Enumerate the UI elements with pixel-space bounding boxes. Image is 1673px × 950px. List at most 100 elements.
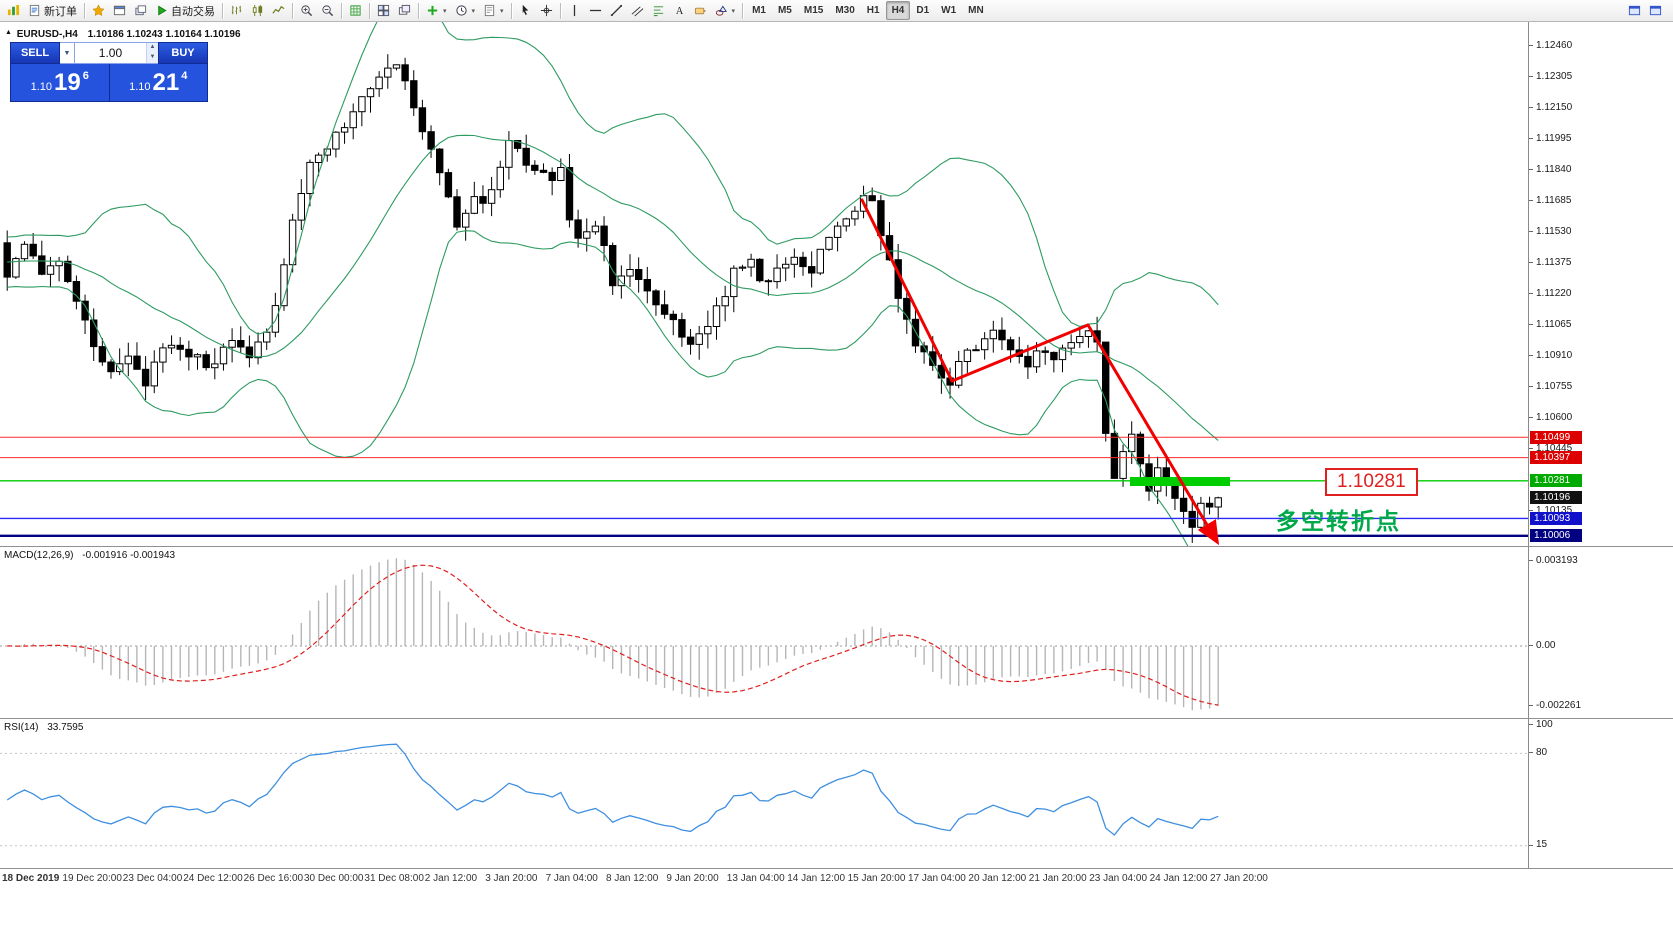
bar-chart-icon[interactable]: [226, 1, 247, 20]
trend-arrow-lines[interactable]: [860, 198, 1220, 546]
time-axis-label: 30 Dec 00:00: [304, 873, 364, 884]
rsi-axis-label: 80: [1536, 746, 1548, 758]
rsi-panel: RSI(14) 33.7595: [0, 719, 1673, 868]
panel-separator[interactable]: [0, 718, 1673, 719]
timeframe-m1-button[interactable]: M1: [752, 5, 766, 16]
price-tag: 1.10093: [1530, 511, 1582, 525]
buy-price[interactable]: 1.10 21 4: [110, 64, 208, 101]
symbol-ohlc: 1.10186 1.10243 1.10164 1.10196: [87, 29, 241, 40]
trendline-icon[interactable]: [606, 1, 627, 20]
bollinger-bands: [7, 22, 1219, 546]
timeframe-mn-button[interactable]: MN: [968, 5, 984, 16]
text-icon[interactable]: A: [669, 1, 690, 20]
time-axis-label: 19 Dec 20:00: [62, 873, 122, 884]
price-axis-label: 1.10755: [1536, 380, 1573, 392]
buy-button[interactable]: BUY: [158, 42, 208, 64]
sell-button[interactable]: SELL: [10, 42, 60, 64]
price-callout[interactable]: 1.10281: [1325, 468, 1418, 496]
bar-chart-icon: [230, 4, 243, 17]
cursor-icon[interactable]: [515, 1, 536, 20]
rsi-value: 33.7595: [47, 722, 84, 733]
favorites-icon[interactable]: [88, 1, 109, 20]
price-axis-label: 1.12150: [1536, 101, 1573, 113]
timeframe-m5-button[interactable]: M5: [777, 5, 792, 16]
fibonacci-icon: [652, 4, 665, 17]
line-chart-icon[interactable]: [268, 1, 289, 20]
candlestick-chart-icon[interactable]: [247, 1, 268, 20]
cursor-icon: [519, 4, 532, 17]
new-order-button[interactable]: 新订单: [24, 1, 81, 20]
crosshair-icon[interactable]: [536, 1, 557, 20]
symbol-marker-icon: ▲: [5, 29, 12, 36]
market-watch-icon[interactable]: [109, 1, 130, 20]
price-chart-canvas[interactable]: [0, 22, 1528, 546]
price-axis-label: 1.11995: [1536, 132, 1572, 144]
time-axis-label: 15 Jan 20:00: [847, 873, 906, 884]
tile-windows-icon[interactable]: [373, 1, 394, 20]
indicators-icon[interactable]: ▾: [422, 1, 451, 20]
lot-increase-button[interactable]: ▲: [146, 43, 158, 53]
app-logo[interactable]: [3, 1, 24, 20]
time-axis-label: 21 Jan 20:00: [1028, 873, 1087, 884]
toolbar-separator: [418, 2, 419, 19]
toolbar-separator: [84, 2, 85, 19]
zoom-in-icon: [300, 4, 313, 17]
vertical-line-icon[interactable]: [564, 1, 585, 20]
time-axis-label: 18 Dec 2019: [2, 873, 60, 884]
navigator-icon[interactable]: [130, 1, 151, 20]
rsi-line: [6, 743, 1219, 836]
grid-icon[interactable]: [345, 1, 366, 20]
horizontal-lines[interactable]: [0, 436, 1528, 537]
lot-decrease-button[interactable]: ▼: [146, 53, 158, 63]
sell-price[interactable]: 1.10 19 6: [11, 64, 109, 101]
text-icon: A: [673, 4, 686, 17]
label-icon[interactable]: [690, 1, 711, 20]
trade-dropdown-button[interactable]: ▼: [60, 42, 75, 64]
periods-icon[interactable]: ▾: [451, 1, 480, 20]
lot-size-input[interactable]: [75, 43, 146, 63]
templates-icon[interactable]: ▾: [479, 1, 508, 20]
timeframe-w1-button[interactable]: W1: [941, 5, 957, 16]
toolbar-separator: [222, 2, 223, 19]
zoom-out-icon[interactable]: [317, 1, 338, 20]
timeframe-m15-button[interactable]: M15: [803, 5, 824, 16]
price-axis-label: 1.11375: [1536, 256, 1572, 268]
trendline-icon: [610, 4, 623, 17]
price-axis-label: 1.11220: [1536, 287, 1572, 299]
time-axis-label: 23 Jan 04:00: [1089, 873, 1148, 884]
cascade-windows-icon[interactable]: [394, 1, 415, 20]
zoom-out-icon: [321, 4, 334, 17]
time-axis-label: 26 Dec 16:00: [243, 873, 304, 884]
timeframe-h1-button[interactable]: H1: [866, 5, 880, 16]
one-click-trading-panel: SELL ▼ ▲ ▼ BUY 1.10 19 6 1.10 21 4: [10, 42, 208, 102]
timeframe-h4-button[interactable]: H4: [885, 1, 911, 20]
channel-icon[interactable]: [627, 1, 648, 20]
price-axis-label: 1.10445: [1536, 442, 1573, 454]
horizontal-line-icon[interactable]: [585, 1, 606, 20]
toolbar-separator: [510, 2, 512, 19]
time-axis-label: 8 Jan 12:00: [606, 873, 659, 884]
zoom-in-icon[interactable]: [296, 1, 317, 20]
time-axis[interactable]: 18 Dec 2019 19 Dec 20:00 23 Dec 04:00 24 De…: [0, 869, 1673, 889]
timeframe-d1-button[interactable]: D1: [916, 5, 930, 16]
dropdown-arrow-icon: ▾: [731, 7, 736, 15]
shapes-icon[interactable]: ▾: [711, 1, 740, 20]
rsi-label: RSI(14): [4, 722, 39, 733]
toolbar-right-window-button[interactable]: [1624, 1, 1645, 20]
timeframe-m30-button[interactable]: M30: [835, 5, 855, 16]
app-logo-icon: [7, 4, 20, 17]
time-axis-label: 31 Dec 08:00: [364, 873, 424, 884]
market-watch-icon: [113, 4, 126, 17]
price-axis[interactable]: 1.12460 1.12305 1.12150 1.11995 1.11840 1.116…: [1529, 22, 1673, 868]
macd-label-row: MACD(12,26,9) -0.001916 -0.001943: [4, 550, 175, 561]
fibonacci-icon[interactable]: [648, 1, 669, 20]
macd-axis-label: 0.003193: [1536, 554, 1578, 566]
toolbar-right-help-button[interactable]: [1645, 1, 1666, 20]
panel-separator[interactable]: [0, 546, 1673, 547]
candlestick-chart-icon: [251, 4, 264, 17]
rsi-axis-label: 15: [1536, 839, 1548, 851]
navigator-icon: [134, 4, 147, 17]
rsi-canvas: [0, 743, 1528, 847]
time-axis-label: 9 Jan 20:00: [666, 873, 719, 884]
autotrading-button[interactable]: 自动交易: [151, 1, 219, 20]
